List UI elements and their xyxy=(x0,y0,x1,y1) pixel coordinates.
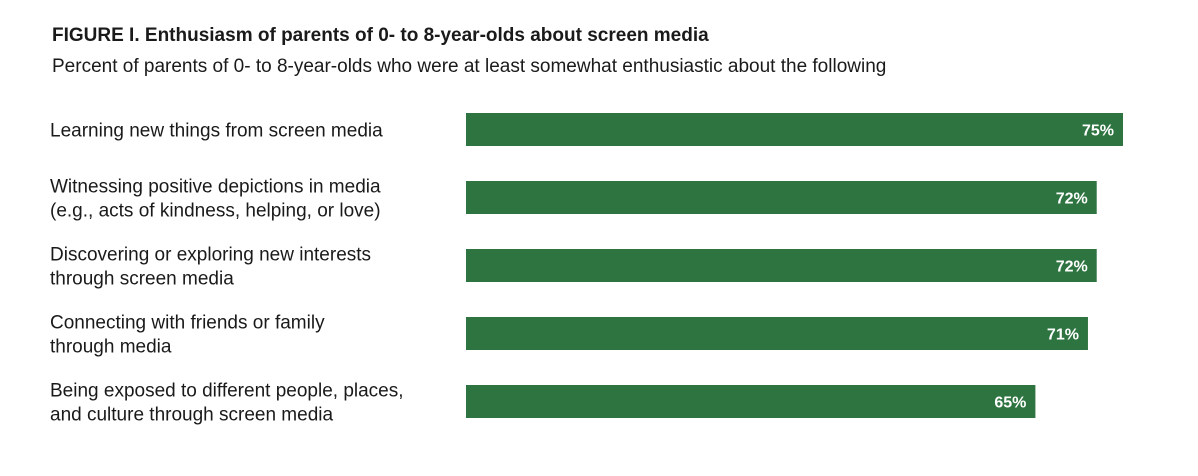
category-label-line: Discovering or exploring new interests xyxy=(50,245,371,266)
category-label: Learning new things from screen media xyxy=(50,121,383,142)
category-label-line: (e.g., acts of kindness, helping, or lov… xyxy=(50,201,381,222)
page-title: FIGURE I. Enthusiasm of parents of 0- to… xyxy=(52,25,709,46)
category-label-line: and culture through screen media xyxy=(50,405,333,426)
category-label-line: through screen media xyxy=(50,269,234,290)
data-label: 71% xyxy=(1047,327,1079,344)
data-label: 65% xyxy=(994,395,1026,412)
category-label: Connecting with friends or family through… xyxy=(50,313,325,358)
data-label: 72% xyxy=(1056,259,1088,276)
bar xyxy=(466,385,1036,418)
bar xyxy=(466,249,1097,282)
category-label-line: Witnessing positive depictions in media xyxy=(50,177,381,198)
data-label: 72% xyxy=(1056,191,1088,208)
category-label-line: Connecting with friends or family xyxy=(50,313,325,334)
data-label: 75% xyxy=(1082,123,1114,140)
category-label: Discovering or exploring new interests th… xyxy=(50,245,371,290)
category-label: Being exposed to different people, place… xyxy=(50,381,404,426)
bar xyxy=(466,113,1123,146)
bar xyxy=(466,317,1088,350)
category-label-line: through media xyxy=(50,337,172,358)
category-label-line: Being exposed to different people, place… xyxy=(50,381,404,402)
category-label: Witnessing positive depictions in media (… xyxy=(50,177,381,222)
category-label-line: Learning new things from screen media xyxy=(50,121,383,142)
page-subtitle: Percent of parents of 0- to 8-year-olds … xyxy=(52,56,887,77)
bar xyxy=(466,181,1097,214)
